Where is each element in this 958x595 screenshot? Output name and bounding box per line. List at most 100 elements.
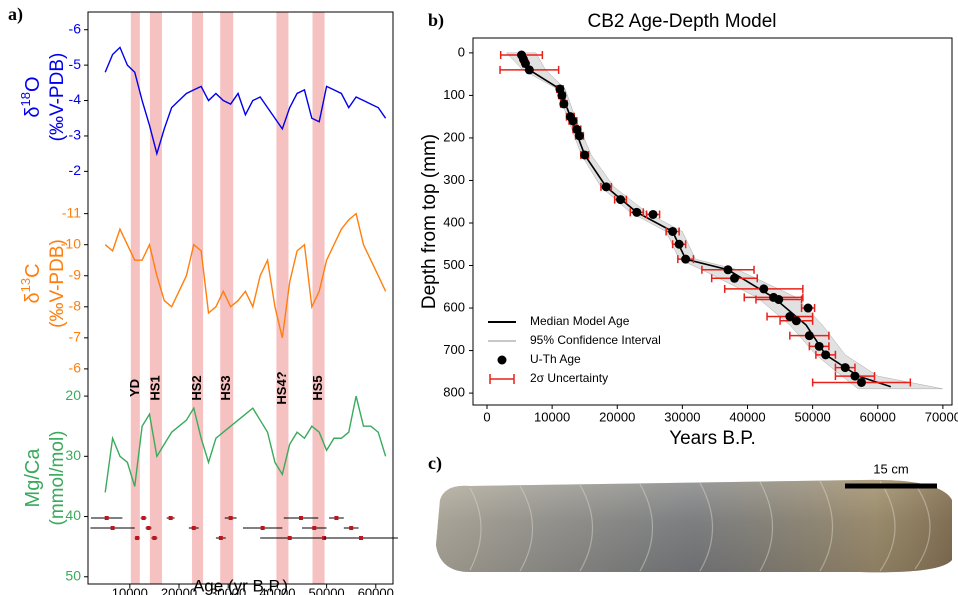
- u-th-point: [856, 377, 866, 387]
- x-axis-label: Age (yr B.P.): [193, 576, 288, 595]
- u-th-point: [557, 90, 567, 100]
- event-band: [149, 12, 162, 584]
- y-tick-label: 800: [443, 385, 465, 400]
- u-th-point: [803, 303, 813, 313]
- y-axis-unit: (‰V-PDB): [47, 53, 68, 142]
- date-point: [146, 526, 151, 530]
- date-point: [135, 536, 140, 540]
- x-tick-label: 20000: [161, 585, 197, 595]
- y-tick-label: -6: [69, 360, 82, 376]
- event-band: [312, 12, 325, 584]
- date-point: [334, 516, 339, 520]
- x-tick-label: 20000: [599, 409, 635, 424]
- event-band: [192, 12, 204, 584]
- y-tick-label: -9: [69, 266, 82, 282]
- legend-label: U-Th Age: [530, 352, 581, 366]
- y-tick-label: -8: [69, 297, 82, 313]
- u-th-point: [723, 265, 733, 275]
- u-th-point: [774, 295, 784, 305]
- y-axis-unit: (mmol/mol): [47, 431, 68, 526]
- panel-label: c): [428, 453, 442, 474]
- event-label: HS2: [189, 375, 204, 400]
- chart-title: CB2 Age-Depth Model: [587, 11, 776, 32]
- x-tick-label: 40000: [729, 409, 765, 424]
- u-th-point: [814, 341, 824, 351]
- event-label: HS3: [218, 375, 233, 400]
- x-tick-label: 60000: [358, 585, 394, 595]
- event-band: [276, 12, 289, 584]
- y-tick-label: 40: [65, 507, 81, 523]
- event-label: HS5: [310, 375, 325, 400]
- y-tick-label: -11: [62, 204, 81, 220]
- u-th-point: [559, 99, 569, 109]
- x-tick-label: 0: [483, 409, 490, 424]
- y-tick-label: 0: [458, 44, 465, 59]
- u-th-point: [804, 331, 814, 341]
- date-point: [141, 516, 146, 520]
- x-tick-label: 30000: [210, 585, 246, 595]
- y-tick-label: 100: [443, 87, 465, 102]
- x-tick-label: 50000: [309, 585, 345, 595]
- date-point: [228, 516, 233, 520]
- plot-frame: [472, 37, 953, 406]
- growth-layers: [469, 480, 931, 572]
- y-axis-label: Mg/Ca: [22, 448, 44, 508]
- legend-label: 95% Confidence Interval: [530, 333, 661, 347]
- date-point: [299, 516, 304, 520]
- y-tick-label: 700: [443, 342, 465, 357]
- y-axis-label: Depth from top (mm): [419, 134, 440, 309]
- u-th-point: [759, 284, 769, 294]
- series-line: [104, 212, 387, 339]
- y-tick-label: -2: [69, 162, 82, 178]
- y-tick-label: -5: [69, 56, 82, 72]
- date-point: [260, 526, 265, 530]
- u-th-point: [791, 316, 801, 326]
- event-band: [130, 12, 140, 584]
- u-th-point: [601, 182, 611, 192]
- date-point: [152, 536, 157, 540]
- y-tick-label: -6: [69, 20, 82, 36]
- stalagmite-tint: [436, 479, 952, 573]
- x-tick-label: 40000: [259, 585, 295, 595]
- u-th-point: [580, 150, 590, 160]
- event-label: HS4?: [274, 371, 289, 404]
- y-axis-label-part: 13: [18, 278, 33, 292]
- date-point: [110, 526, 115, 530]
- date-point: [168, 516, 173, 520]
- date-point: [312, 526, 317, 530]
- legend-label: Median Model Age: [530, 314, 630, 328]
- y-axis-label-part: Mg/Ca: [22, 448, 44, 508]
- x-tick-label: 50000: [795, 409, 831, 424]
- plot-frame: [87, 11, 394, 585]
- u-th-point: [524, 65, 534, 75]
- x-tick-label: 10000: [112, 585, 148, 595]
- x-tick-label: 60000: [860, 409, 896, 424]
- y-axis-unit: (‰V-PDB): [47, 239, 68, 328]
- date-point: [287, 536, 292, 540]
- panel-label: b): [428, 10, 444, 31]
- u-th-point: [681, 254, 691, 264]
- u-th-point: [668, 226, 678, 236]
- y-tick-label: 500: [443, 257, 465, 272]
- u-th-point: [850, 371, 860, 381]
- u-th-point: [674, 239, 684, 249]
- legend-label: 2σ Uncertainty: [530, 371, 608, 385]
- x-tick-label: 10000: [534, 409, 570, 424]
- y-axis-label: δ18O: [18, 76, 44, 117]
- series-line: [104, 395, 387, 493]
- y-tick-label: 50: [65, 567, 81, 583]
- date-point: [104, 516, 109, 520]
- y-tick-label: -3: [69, 127, 82, 143]
- event-label: YD: [127, 379, 142, 397]
- legend-swatch: [497, 355, 507, 365]
- date-point: [191, 526, 196, 530]
- x-axis-label: Years B.P.: [669, 428, 756, 449]
- u-th-point: [568, 116, 578, 126]
- u-th-point: [821, 350, 831, 360]
- y-axis-label-part: C: [22, 263, 44, 277]
- series-line: [104, 46, 387, 157]
- y-tick-label: 20: [65, 387, 81, 403]
- y-tick-label: -7: [69, 329, 82, 345]
- y-tick-label: 30: [65, 447, 81, 463]
